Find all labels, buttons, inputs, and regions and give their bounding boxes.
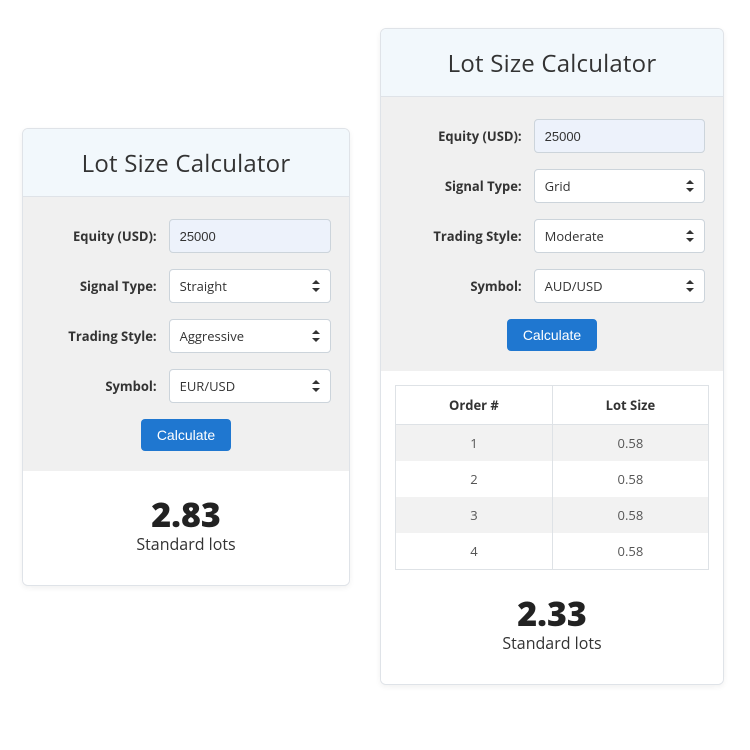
calculate-button[interactable]: Calculate	[507, 319, 597, 351]
chevron-updown-icon	[312, 280, 320, 292]
signal-type-select[interactable]: Straight	[169, 269, 331, 303]
cell-lot: 0.58	[552, 533, 708, 570]
symbol-value: EUR/USD	[180, 377, 236, 395]
field-equity: Equity (USD):	[399, 119, 705, 153]
table-row: 3 0.58	[396, 497, 709, 533]
chevron-updown-icon	[686, 180, 694, 192]
table-row: 2 0.58	[396, 461, 709, 497]
equity-input[interactable]	[534, 119, 705, 153]
trading-style-select[interactable]: Aggressive	[169, 319, 331, 353]
form-area: Equity (USD): Signal Type: Straight Trad…	[23, 197, 349, 471]
card-header: Lot Size Calculator	[381, 29, 723, 97]
calculate-button[interactable]: Calculate	[141, 419, 231, 451]
col-order-number: Order #	[396, 386, 553, 425]
orders-table: Order # Lot Size 1 0.58 2 0.58 3 0.58	[395, 385, 709, 570]
signal-type-value: Grid	[545, 177, 571, 195]
cell-order: 2	[396, 461, 553, 497]
equity-input[interactable]	[169, 219, 331, 253]
card-title: Lot Size Calculator	[33, 147, 339, 180]
field-trading-style: Trading Style: Aggressive	[41, 319, 331, 353]
field-symbol: Symbol: AUD/USD	[399, 269, 705, 303]
calculator-card-right: Lot Size Calculator Equity (USD): Signal…	[380, 28, 724, 685]
card-title: Lot Size Calculator	[391, 47, 713, 80]
signal-type-value: Straight	[180, 277, 227, 295]
field-signal-type: Signal Type: Grid	[399, 169, 705, 203]
cell-lot: 0.58	[552, 497, 708, 533]
field-equity: Equity (USD):	[41, 219, 331, 253]
chevron-updown-icon	[312, 330, 320, 342]
symbol-label: Symbol:	[41, 377, 169, 395]
signal-type-label: Signal Type:	[41, 277, 169, 295]
symbol-select[interactable]: AUD/USD	[534, 269, 705, 303]
orders-table-area: Order # Lot Size 1 0.58 2 0.58 3 0.58	[381, 371, 723, 570]
cell-order: 1	[396, 425, 553, 462]
result-label: Standard lots	[33, 533, 339, 555]
symbol-label: Symbol:	[399, 277, 534, 295]
trading-style-label: Trading Style:	[399, 227, 534, 245]
equity-label: Equity (USD):	[41, 227, 169, 245]
col-lot-size: Lot Size	[552, 386, 708, 425]
field-trading-style: Trading Style: Moderate	[399, 219, 705, 253]
chevron-updown-icon	[312, 380, 320, 392]
trading-style-value: Moderate	[545, 227, 604, 245]
chevron-updown-icon	[686, 230, 694, 242]
trading-style-select[interactable]: Moderate	[534, 219, 705, 253]
result-value: 2.83	[33, 497, 339, 531]
calculator-card-left: Lot Size Calculator Equity (USD): Signal…	[22, 128, 350, 586]
result-area: 2.83 Standard lots	[23, 471, 349, 585]
form-area: Equity (USD): Signal Type: Grid Trading …	[381, 97, 723, 371]
table-row: 1 0.58	[396, 425, 709, 462]
cell-lot: 0.58	[552, 461, 708, 497]
field-signal-type: Signal Type: Straight	[41, 269, 331, 303]
trading-style-label: Trading Style:	[41, 327, 169, 345]
equity-label: Equity (USD):	[399, 127, 534, 145]
symbol-value: AUD/USD	[545, 277, 603, 295]
symbol-select[interactable]: EUR/USD	[169, 369, 331, 403]
field-symbol: Symbol: EUR/USD	[41, 369, 331, 403]
card-header: Lot Size Calculator	[23, 129, 349, 197]
result-value: 2.33	[391, 596, 713, 630]
cell-order: 4	[396, 533, 553, 570]
cell-order: 3	[396, 497, 553, 533]
trading-style-value: Aggressive	[180, 327, 244, 345]
cell-lot: 0.58	[552, 425, 708, 462]
result-area: 2.33 Standard lots	[381, 570, 723, 684]
signal-type-select[interactable]: Grid	[534, 169, 705, 203]
result-label: Standard lots	[391, 632, 713, 654]
table-row: 4 0.58	[396, 533, 709, 570]
signal-type-label: Signal Type:	[399, 177, 534, 195]
chevron-updown-icon	[686, 280, 694, 292]
